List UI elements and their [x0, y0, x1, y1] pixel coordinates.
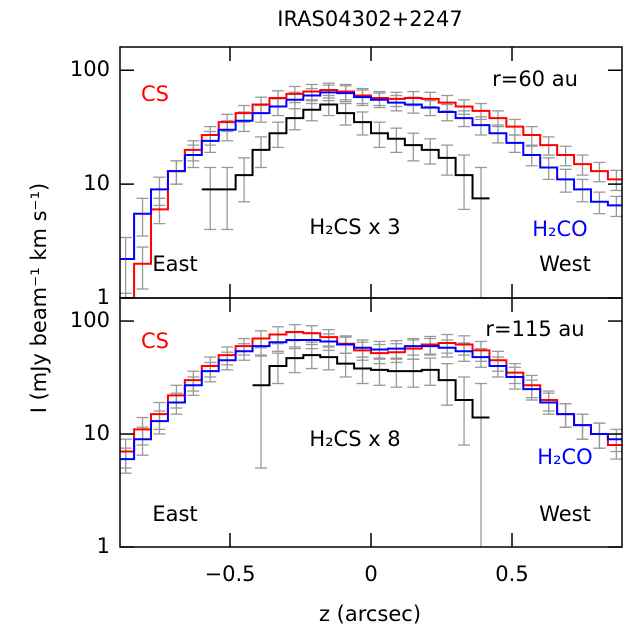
annotation: r=115 au: [485, 317, 584, 341]
x-tick-label: 0.5: [495, 562, 528, 586]
step-line: [120, 338, 622, 461]
series-label: H₂CS x 8: [309, 427, 400, 451]
y-tick-label: 100: [70, 308, 110, 332]
step-line: [120, 331, 622, 453]
y-tick-label: 10: [83, 171, 110, 195]
chart-title: IRAS04302+2247: [277, 7, 462, 31]
series-label: H₂CO: [537, 445, 592, 469]
annotation: West: [539, 252, 591, 276]
annotation: r=60 au: [492, 67, 578, 91]
annotation: East: [152, 502, 197, 526]
x-axis-label: z (arcsec): [319, 602, 421, 626]
series-label: CS: [141, 82, 169, 106]
y-tick-label: 100: [70, 57, 110, 81]
plot-area: [120, 323, 622, 547]
step-line: [252, 354, 490, 419]
y-axis-label: I (mJy beam⁻¹ km s⁻¹): [27, 183, 51, 414]
series-label: CS: [141, 329, 169, 353]
series-label: H₂CS x 3: [309, 215, 400, 239]
step-line: [120, 91, 622, 261]
x-tick-label: 0: [364, 562, 377, 586]
plot-area: [120, 82, 622, 298]
y-tick-label: 1: [97, 534, 110, 558]
y-tick-label: 10: [83, 421, 110, 445]
y-tick-label: 1: [97, 285, 110, 309]
annotation: West: [539, 502, 591, 526]
x-tick-label: −0.5: [204, 562, 255, 586]
step-line: [201, 103, 490, 200]
series-label: H₂CO: [532, 217, 587, 241]
annotation: East: [152, 252, 197, 276]
